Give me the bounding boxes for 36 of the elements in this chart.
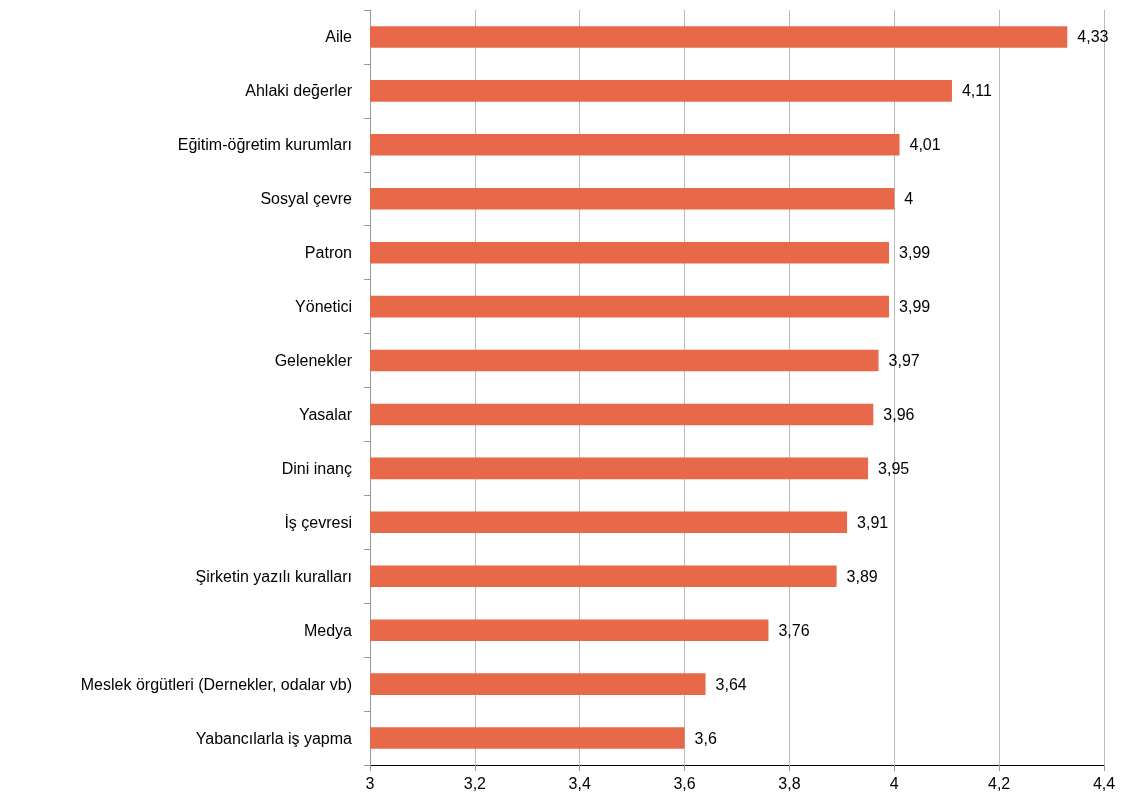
data-label: 3,99 <box>899 244 931 262</box>
x-tick-label: 3,2 <box>463 774 487 792</box>
data-label: 4,33 <box>1077 28 1109 46</box>
data-label: 3,91 <box>857 513 889 531</box>
y-tick-label: Yabancılarla iş yapma <box>195 729 353 747</box>
y-tick-label: Aile <box>325 28 353 46</box>
x-tick-label: 4,4 <box>1092 774 1116 792</box>
x-tick-label: 3 <box>365 774 375 792</box>
x-tick-label: 3,8 <box>778 774 801 792</box>
x-tick-label: 4,2 <box>988 774 1011 792</box>
data-label: 4,01 <box>909 136 941 154</box>
data-label: 3,89 <box>846 567 878 585</box>
data-label: 4,11 <box>961 82 993 100</box>
y-tick-label: Sosyal çevre <box>260 190 353 208</box>
y-tick-label: Medya <box>303 621 353 639</box>
y-tick-label: Eğitim-öğretim kurumları <box>177 136 352 154</box>
x-tick-label: 4 <box>889 774 899 792</box>
y-tick-label: Dini inanç <box>281 459 352 477</box>
data-label: 3,6 <box>694 729 717 747</box>
data-label: 3,95 <box>878 459 910 477</box>
data-label: 3,96 <box>883 405 915 423</box>
data-label: 3,97 <box>888 352 920 370</box>
data-label: 3,64 <box>715 675 747 693</box>
y-tick-label: Şirketin yazılı kuralları <box>195 567 352 585</box>
y-tick-label: İş çevresi <box>284 512 352 531</box>
y-tick-label: Yönetici <box>295 298 352 316</box>
x-tick-label: 3,4 <box>568 774 591 792</box>
y-tick-label: Ahlaki değerler <box>245 82 353 100</box>
data-label: 3,99 <box>899 298 931 316</box>
x-tick-label: 3,6 <box>673 774 696 792</box>
y-tick-label: Meslek örgütleri (Dernekler, odalar vb) <box>80 675 352 693</box>
y-tick-label: Patron <box>304 244 352 262</box>
data-label: 3,76 <box>778 621 810 639</box>
y-tick-label: Yasalar <box>298 405 353 423</box>
y-tick-label: Gelenekler <box>274 352 353 370</box>
data-label: 4 <box>904 190 914 208</box>
